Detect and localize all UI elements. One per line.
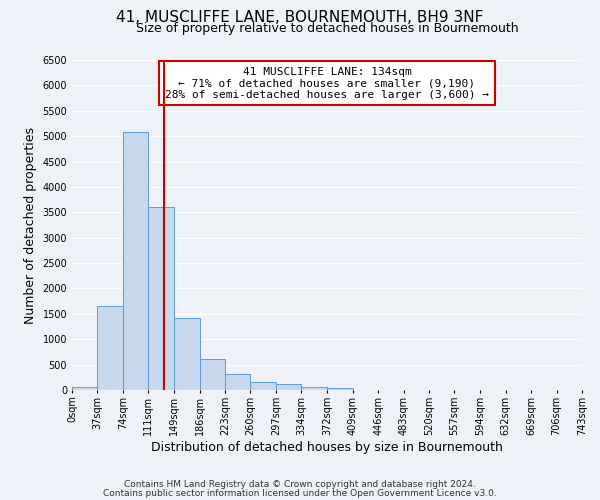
Bar: [250, 382, 276, 390]
Text: Contains HM Land Registry data © Crown copyright and database right 2024.: Contains HM Land Registry data © Crown c…: [124, 480, 476, 489]
Bar: [148, 207, 174, 390]
Bar: [97, 306, 123, 390]
Bar: [123, 132, 148, 390]
X-axis label: Distribution of detached houses by size in Bournemouth: Distribution of detached houses by size …: [151, 440, 503, 454]
Bar: [174, 318, 200, 390]
Bar: [225, 374, 250, 390]
Bar: [301, 388, 328, 390]
Bar: [200, 358, 225, 390]
Title: Size of property relative to detached houses in Bournemouth: Size of property relative to detached ho…: [136, 22, 518, 35]
Bar: [72, 388, 97, 390]
Bar: [328, 388, 353, 390]
Text: 41 MUSCLIFFE LANE: 134sqm
← 71% of detached houses are smaller (9,190)
28% of se: 41 MUSCLIFFE LANE: 134sqm ← 71% of detac…: [165, 66, 489, 100]
Text: Contains public sector information licensed under the Open Government Licence v3: Contains public sector information licen…: [103, 489, 497, 498]
Y-axis label: Number of detached properties: Number of detached properties: [24, 126, 37, 324]
Text: 41, MUSCLIFFE LANE, BOURNEMOUTH, BH9 3NF: 41, MUSCLIFFE LANE, BOURNEMOUTH, BH9 3NF: [116, 10, 484, 25]
Bar: [276, 384, 301, 390]
